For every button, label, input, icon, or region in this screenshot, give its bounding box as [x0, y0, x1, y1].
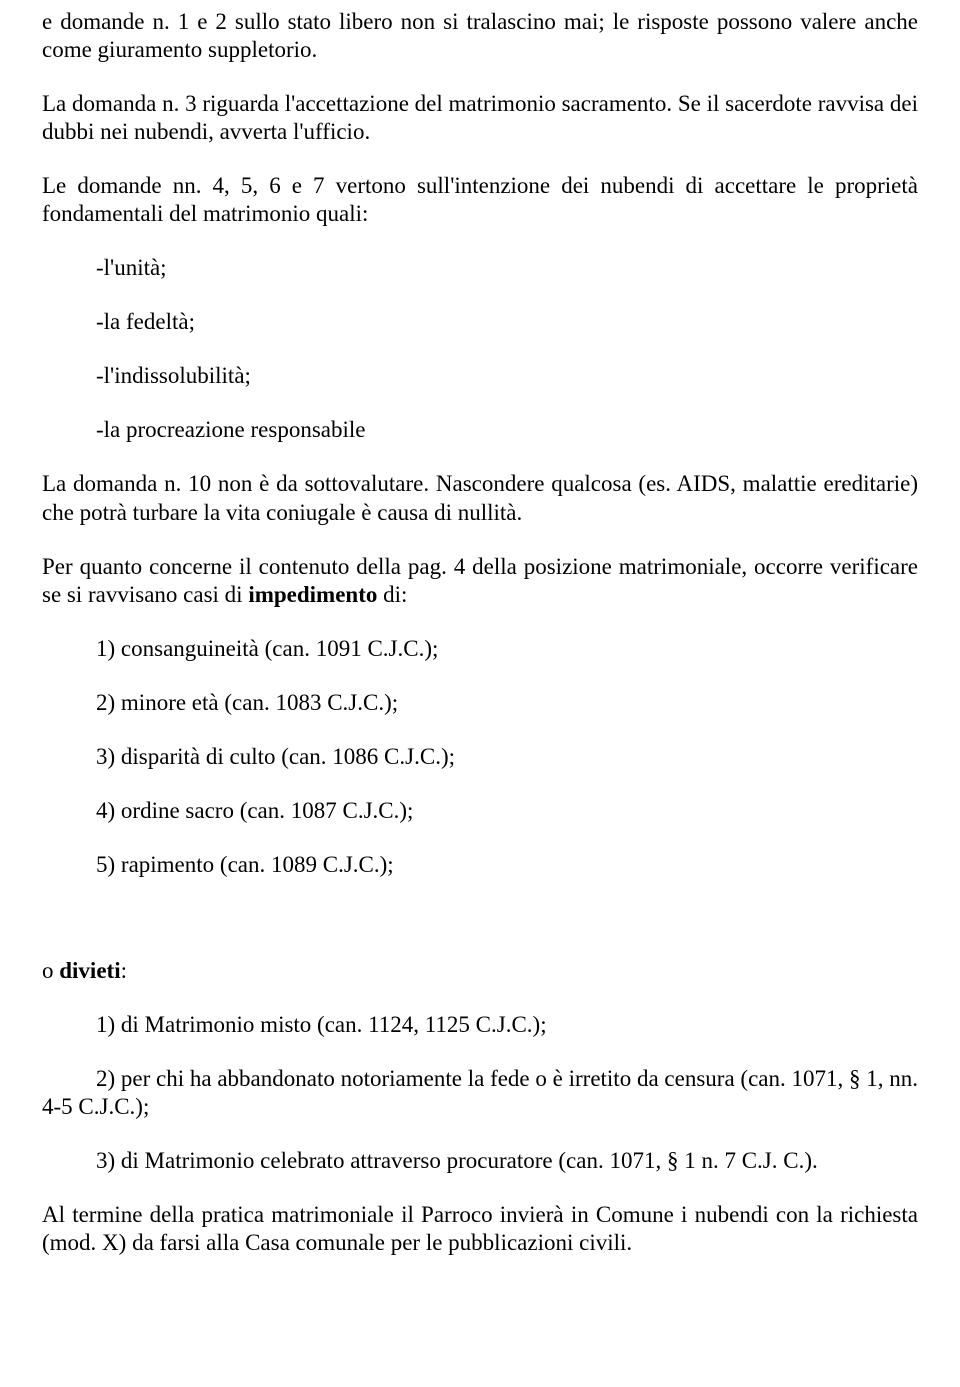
paragraph-5-bold: impedimento [248, 582, 377, 607]
paragraph-1: e domande n. 1 e 2 sullo stato libero no… [42, 8, 918, 64]
divieto-item-1: 1) di Matrimonio misto (can. 1124, 1125 … [42, 1011, 918, 1039]
paragraph-6: Al termine della pratica matrimoniale il… [42, 1201, 918, 1257]
divieti-heading: o divieti: [42, 957, 918, 985]
paragraph-4: La domanda n. 10 non è da sottovalutare.… [42, 470, 918, 526]
divieti-text-c: : [121, 958, 127, 983]
property-item-2: -la fedeltà; [42, 308, 918, 336]
impediment-item-2: 2) minore età (can. 1083 C.J.C.); [42, 689, 918, 717]
impediment-item-3: 3) disparità di culto (can. 1086 C.J.C.)… [42, 743, 918, 771]
section-spacer [42, 905, 918, 957]
paragraph-3: Le domande nn. 4, 5, 6 e 7 vertono sull'… [42, 172, 918, 228]
paragraph-2: La domanda n. 3 riguarda l'accettazione … [42, 90, 918, 146]
divieti-bold: divieti [59, 958, 120, 983]
property-item-3: -l'indissolubilità; [42, 362, 918, 390]
paragraph-5-text-a: Per quanto concerne il contenuto della p… [42, 554, 918, 607]
impediment-item-1: 1) consanguineità (can. 1091 C.J.C.); [42, 635, 918, 663]
paragraph-5: Per quanto concerne il contenuto della p… [42, 553, 918, 609]
property-item-4: -la procreazione responsabile [42, 416, 918, 444]
impediment-item-5: 5) rapimento (can. 1089 C.J.C.); [42, 851, 918, 879]
document-page: e domande n. 1 e 2 sullo stato libero no… [0, 0, 960, 1387]
divieto-item-2: 2) per chi ha abbandonato notoriamente l… [42, 1065, 918, 1121]
divieti-text-a: o [42, 958, 59, 983]
impediment-item-4: 4) ordine sacro (can. 1087 C.J.C.); [42, 797, 918, 825]
property-item-1: -l'unità; [42, 254, 918, 282]
paragraph-5-text-c: di: [377, 582, 407, 607]
divieto-item-3: 3) di Matrimonio celebrato attraverso pr… [42, 1147, 918, 1175]
